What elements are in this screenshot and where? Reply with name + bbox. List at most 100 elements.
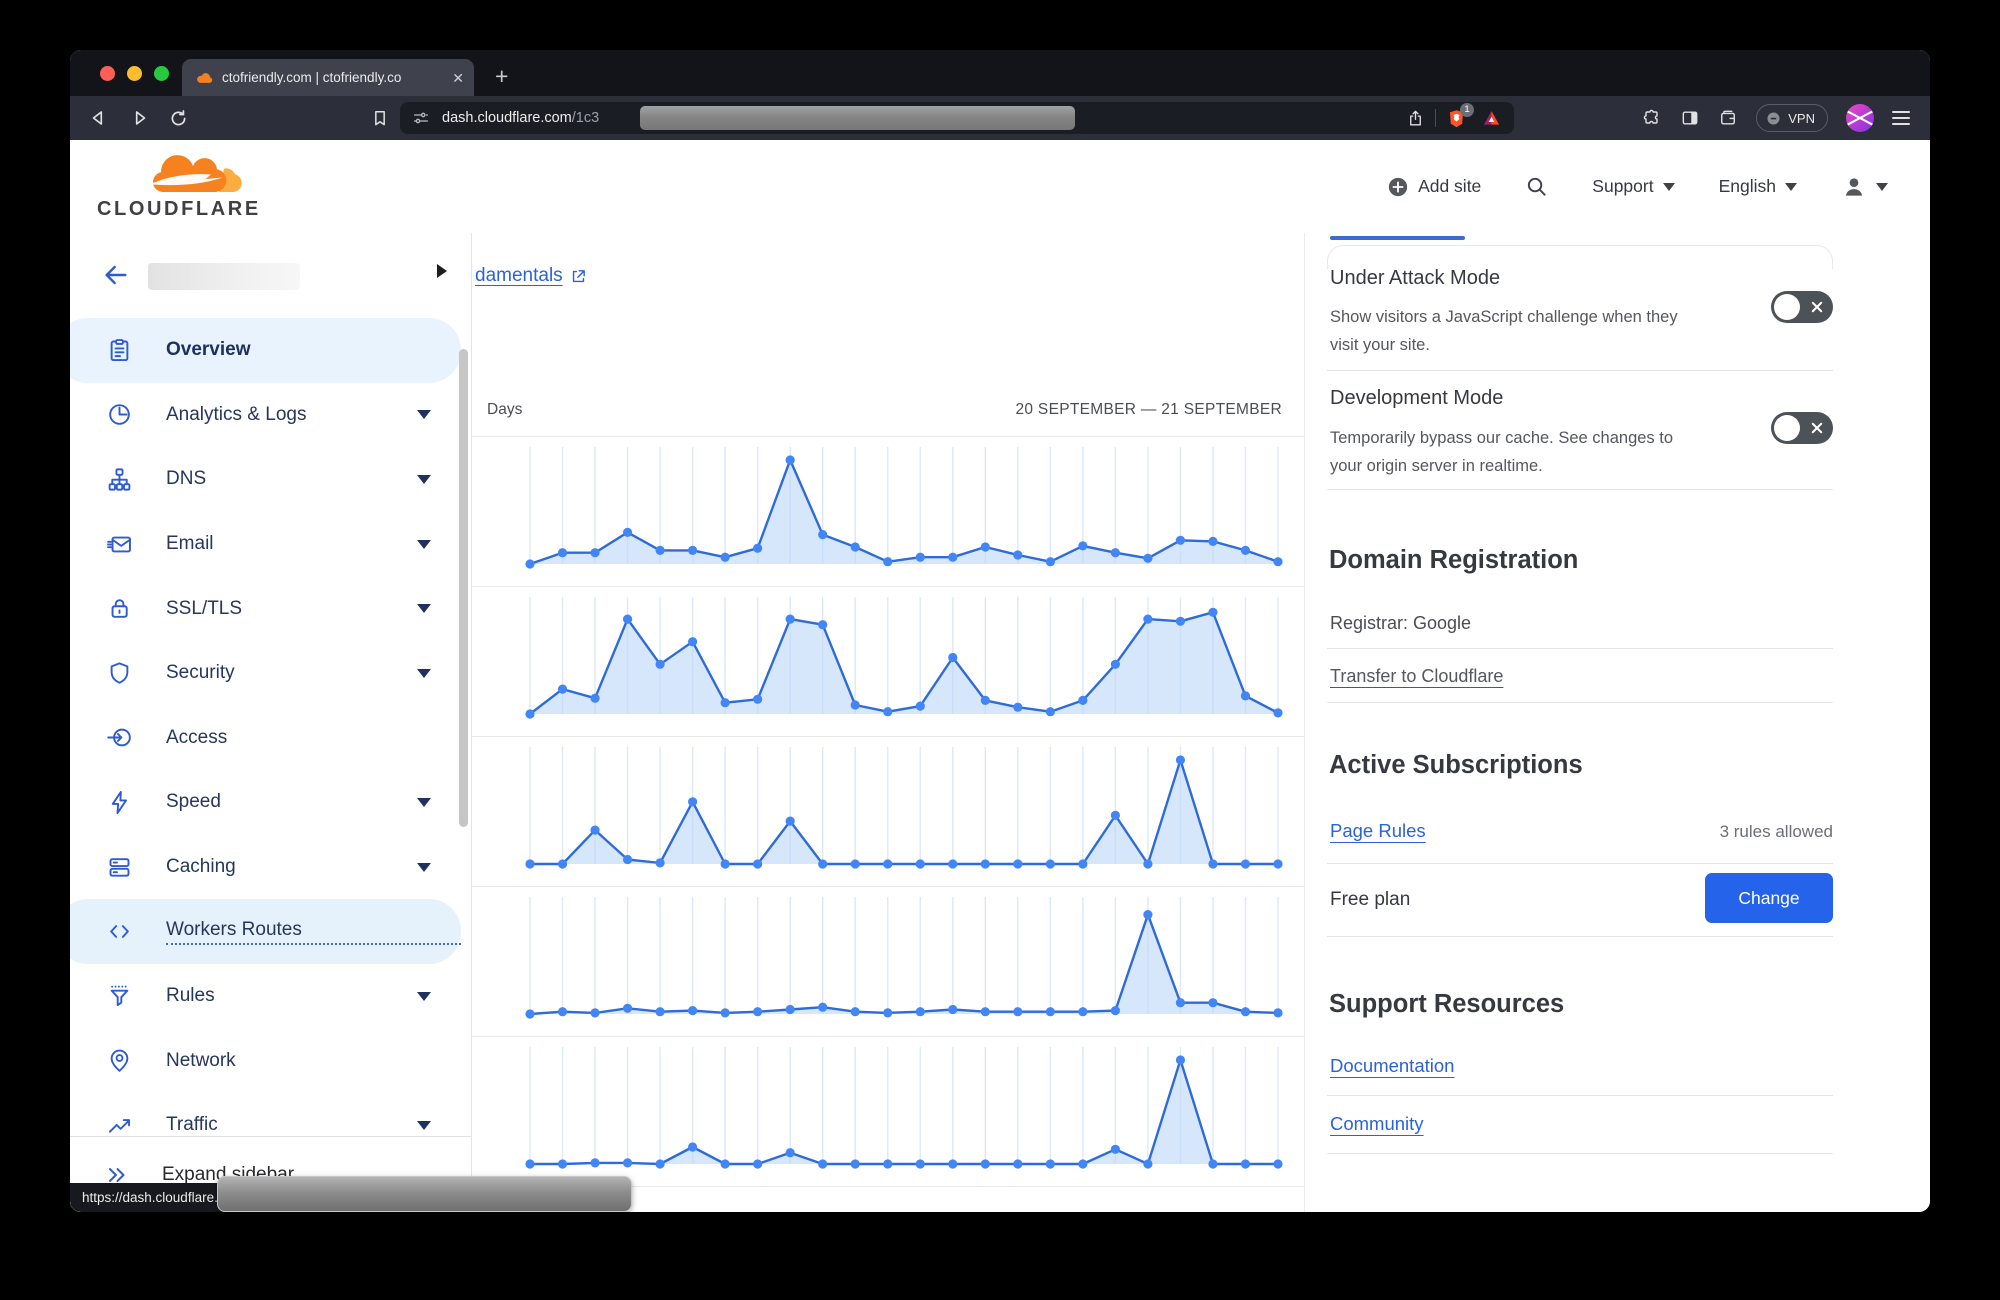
cloudflare-logo[interactable]: CLOUDFLARE bbox=[95, 150, 275, 224]
collapse-arrow-icon[interactable] bbox=[437, 264, 447, 278]
reload-icon[interactable] bbox=[168, 108, 189, 129]
sidebar-item-caching[interactable]: Caching bbox=[70, 835, 471, 900]
chevron-down-icon bbox=[417, 410, 431, 419]
quick-actions-panel: Under Attack Mode Show visitors a JavaSc… bbox=[1327, 140, 1837, 1212]
menu-hamburger-icon[interactable] bbox=[1892, 111, 1910, 125]
analytics-charts bbox=[472, 436, 1305, 1187]
chevron-down-icon bbox=[417, 992, 431, 1001]
chevron-down-icon bbox=[417, 798, 431, 807]
sidebar-item-dns[interactable]: DNS bbox=[70, 447, 471, 512]
sidebar-item-email[interactable]: Email bbox=[70, 512, 471, 577]
cloudflare-cloud-icon bbox=[137, 150, 245, 201]
sidebar-item-label: Rules bbox=[166, 985, 417, 1007]
chevron-down-icon bbox=[417, 1121, 431, 1130]
cloudflare-logo-text: CLOUDFLARE bbox=[97, 198, 261, 221]
documentation-link[interactable]: Documentation bbox=[1330, 1055, 1454, 1077]
back-to-sites-arrow-icon[interactable] bbox=[100, 259, 132, 296]
url-host: dash.cloudflare.com bbox=[442, 110, 572, 126]
redacted-status-blur bbox=[217, 1176, 632, 1212]
page-rules-link[interactable]: Page Rules bbox=[1330, 820, 1426, 842]
share-icon[interactable] bbox=[1406, 109, 1425, 128]
sidebar-item-ssl-tls[interactable]: SSL/TLS bbox=[70, 576, 471, 641]
forward-icon[interactable] bbox=[128, 107, 150, 129]
chevron-down-icon bbox=[417, 540, 431, 549]
sidebar-item-label: DNS bbox=[166, 468, 417, 490]
profile-avatar[interactable] bbox=[1846, 104, 1874, 132]
chevron-down-icon bbox=[417, 475, 431, 484]
analytics-icon bbox=[106, 401, 133, 428]
dev-mode-title: Development Mode bbox=[1330, 387, 1503, 410]
back-icon[interactable] bbox=[88, 107, 110, 129]
vpn-minus-icon bbox=[1765, 110, 1782, 127]
sidebar-item-label: Access bbox=[166, 727, 471, 749]
chevron-down-icon bbox=[417, 863, 431, 872]
toggle-off-x-icon bbox=[1810, 421, 1824, 435]
tab-close-icon[interactable]: ✕ bbox=[452, 71, 464, 85]
chart-metric-2 bbox=[472, 587, 1305, 737]
shield-badge-count: 1 bbox=[1460, 103, 1474, 117]
url-path: /1c3 bbox=[572, 110, 599, 126]
external-link-icon bbox=[570, 268, 587, 285]
browser-window: ctofriendly.com | ctofriendly.co ✕ + bbox=[70, 50, 1930, 1212]
rules-icon bbox=[106, 983, 133, 1010]
vpn-button[interactable]: VPN bbox=[1756, 104, 1828, 132]
site-settings-icon[interactable] bbox=[412, 109, 430, 127]
toggle-off-x-icon bbox=[1810, 300, 1824, 314]
sidebar-item-label: Traffic bbox=[166, 1114, 417, 1136]
under-attack-title: Under Attack Mode bbox=[1330, 267, 1500, 290]
desktop-background: ctofriendly.com | ctofriendly.co ✕ + bbox=[0, 0, 2000, 1300]
interval-label[interactable]: Days bbox=[487, 401, 522, 419]
access-icon bbox=[106, 724, 133, 751]
sidebar-item-label: Email bbox=[166, 533, 417, 555]
sidebar-item-access[interactable]: Access bbox=[70, 706, 471, 771]
chart-metric-5 bbox=[472, 1037, 1305, 1187]
sidebar-item-security[interactable]: Security bbox=[70, 641, 471, 706]
security-icon bbox=[106, 660, 133, 687]
sidebar-item-label: Workers Routes bbox=[166, 919, 461, 945]
network-icon bbox=[106, 1047, 133, 1074]
sidebar-item-label: Analytics & Logs bbox=[166, 404, 417, 426]
sidebar-item-analytics-logs[interactable]: Analytics & Logs bbox=[70, 383, 471, 448]
wallet-icon[interactable] bbox=[1718, 108, 1738, 128]
address-bar[interactable]: dash.cloudflare.com/1c3 1 bbox=[400, 102, 1514, 134]
sidebar-item-workers-routes[interactable]: Workers Routes bbox=[70, 899, 461, 964]
chart-metric-4 bbox=[472, 887, 1305, 1037]
registrar-text: Registrar: Google bbox=[1330, 613, 1471, 634]
brave-rewards-bat-icon[interactable] bbox=[1481, 108, 1502, 129]
speed-icon bbox=[106, 789, 133, 816]
sidebar-item-speed[interactable]: Speed bbox=[70, 770, 471, 835]
redacted-url-blur bbox=[640, 106, 1075, 130]
email-icon bbox=[106, 531, 133, 558]
sidebar-item-label: Speed bbox=[166, 791, 417, 813]
tab-title: ctofriendly.com | ctofriendly.co bbox=[222, 70, 446, 85]
sidebar-scrollbar[interactable] bbox=[459, 349, 468, 827]
fundamentals-link[interactable]: damentals bbox=[475, 265, 587, 287]
window-close-button[interactable] bbox=[100, 66, 115, 81]
browser-tab[interactable]: ctofriendly.com | ctofriendly.co ✕ bbox=[182, 59, 474, 96]
dev-mode-desc: Temporarily bypass our cache. See change… bbox=[1330, 424, 1680, 480]
community-link[interactable]: Community bbox=[1330, 1113, 1424, 1135]
person-icon bbox=[1841, 174, 1867, 200]
sidebar-item-overview[interactable]: Overview bbox=[70, 318, 461, 383]
sidebar-item-traffic[interactable]: Traffic bbox=[70, 1093, 471, 1136]
window-zoom-button[interactable] bbox=[154, 66, 169, 81]
window-minimize-button[interactable] bbox=[127, 66, 142, 81]
sidebar-menu: Overview Analytics & Logs DNS Email SSL/TLS S… bbox=[70, 318, 471, 1136]
account-menu[interactable] bbox=[1841, 174, 1888, 200]
rules-allowed-note: 3 rules allowed bbox=[1720, 822, 1833, 842]
change-plan-button[interactable]: Change bbox=[1705, 873, 1833, 923]
dev-mode-toggle[interactable] bbox=[1771, 412, 1833, 444]
sidebar-item-label: Security bbox=[166, 662, 417, 684]
sidebar-item-network[interactable]: Network bbox=[70, 1029, 471, 1094]
window-controls bbox=[100, 66, 169, 81]
extensions-puzzle-icon[interactable] bbox=[1642, 108, 1662, 128]
bookmark-icon[interactable] bbox=[370, 108, 390, 128]
sidebar-item-rules[interactable]: Rules bbox=[70, 964, 471, 1029]
new-tab-button[interactable]: + bbox=[495, 62, 508, 90]
sidebar-item-label: Overview bbox=[166, 339, 461, 361]
transfer-to-cloudflare-link[interactable]: Transfer to Cloudflare bbox=[1330, 666, 1503, 687]
sidebar-panel-icon[interactable] bbox=[1680, 108, 1700, 128]
brave-shield-icon[interactable]: 1 bbox=[1446, 108, 1467, 129]
under-attack-toggle[interactable] bbox=[1771, 291, 1833, 323]
caching-icon bbox=[106, 854, 133, 881]
